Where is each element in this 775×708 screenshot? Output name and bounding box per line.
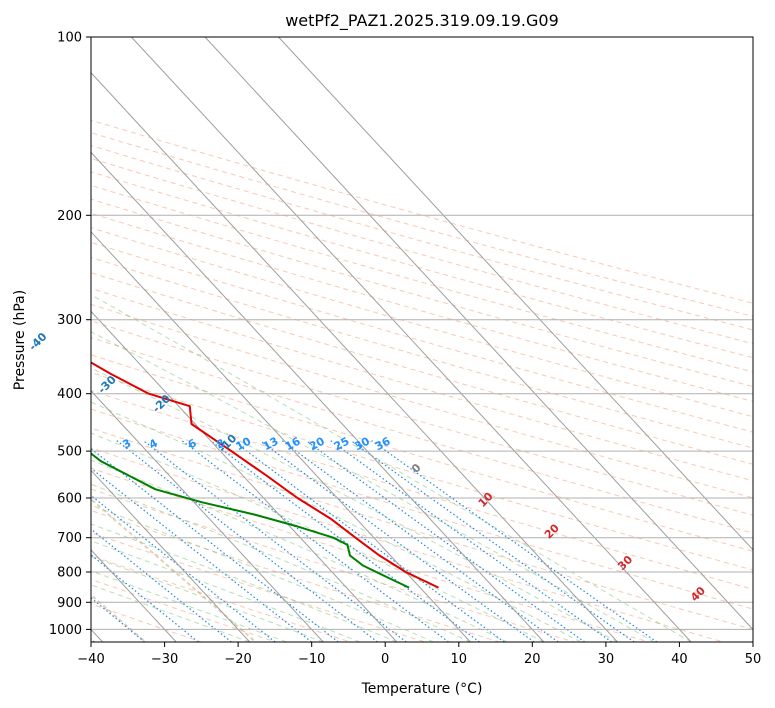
background-lines [91,119,753,642]
isotherm-line [278,37,753,551]
x-tick-label: 40 [671,652,688,667]
mixing-ratio-line [116,440,378,642]
moist-adiabat-line [91,401,581,642]
dewpoint-profile-line [91,452,410,589]
x-tick-label: 20 [524,652,541,667]
mixing-ratio-line [232,440,505,642]
moist-adiabat-line [91,459,508,642]
moist-adiabat-line [91,294,692,642]
mixing-ratio-line [91,447,339,642]
dry-adiabat-line [91,578,277,642]
dry-adiabat-line [91,427,753,630]
moist-adiabat-line [91,540,361,642]
x-tick-label: 10 [451,652,468,667]
dry-adiabat-line [91,256,753,449]
dry-adiabat-line [91,408,753,610]
plot-frame [90,36,754,643]
y-tick-label: 100 [57,31,82,46]
y-tick-label: 400 [57,387,82,402]
isotherm-line [91,231,471,642]
mixing-ratio-line [350,440,635,642]
y-tick-label: 800 [57,566,82,581]
mixing-ratio-label: 13 [261,435,281,454]
mixing-ratio-line [181,440,449,642]
y-axis-title: Pressure (hPa) [12,290,28,390]
dry-adiabat-line [91,303,753,499]
x-tick-label: 50 [745,652,762,667]
mixing-ratio-label: 36 [373,434,393,453]
data-series [91,361,439,589]
moist-adiabat-line [91,331,655,642]
dry-adiabat-line [91,354,753,552]
mixing-ratio-line [209,440,480,642]
dry-adiabat-line [91,447,724,642]
x-tick-label: 30 [598,652,615,667]
y-tick-label: 300 [57,313,82,328]
dry-adiabat-line [91,158,753,345]
isotherm-line [91,72,618,642]
mixing-ratio-label: 25 [332,435,352,454]
dry-adiabat-line [91,272,753,465]
dry-adiabat-line [91,532,426,642]
dry-adiabat-line [91,488,575,642]
chart-title: wetPf2_PAZ1.2025.319.09.19.G09 [285,11,559,31]
dry-adiabat-line [91,212,753,402]
isotherm-line [131,37,692,642]
isotherm-line [91,390,324,642]
moist-adiabat-line [91,367,618,642]
x-tick-label: −30 [151,652,178,667]
axis-ticks: −40 −30 −20 −10 0 10 20 30 40 50 100 200 300 400 500 60… [49,31,761,668]
y-tick-label: 600 [57,492,82,507]
temperature-profile-line [91,361,439,589]
mixing-ratio-line [91,554,199,642]
isotherm-line [91,469,251,642]
isotherm-line [91,151,545,642]
moist-adiabat-line [91,432,545,642]
y-tick-label: 900 [57,596,82,611]
x-tick-label: −20 [224,652,251,667]
mixing-ratio-label: 30 [352,434,372,453]
y-tick-label: 500 [57,445,82,460]
mixing-ratio-line [305,440,586,642]
mixing-ratio-line [91,467,312,642]
x-tick-label: 0 [381,652,389,667]
y-tick-label: 700 [57,531,82,546]
mixing-ratio-line [371,440,658,642]
mixing-ratio-line [330,440,613,642]
x-axis-title: Temperature (°C) [361,681,483,697]
gridlines [91,37,753,642]
dry-adiabat-line [91,390,753,590]
moist-adiabat-line [91,483,471,642]
mixing-ratio-label: 20 [307,434,327,453]
isotherm-line [204,37,753,631]
mixing-ratio-label: 10 [234,434,254,453]
x-tick-label: −40 [77,652,104,667]
dry-adiabat-line [91,198,753,388]
x-tick-label: −10 [298,652,325,667]
y-tick-label: 1000 [49,623,82,638]
isotherm-line [91,310,398,642]
moist-adiabat-line [91,523,397,642]
moist-adiabat-line [91,504,434,642]
dry-adiabat-line [91,145,753,331]
dry-adiabat-line [91,320,753,516]
y-tick-label: 200 [57,209,82,224]
mixing-ratio-label: 16 [283,434,303,453]
